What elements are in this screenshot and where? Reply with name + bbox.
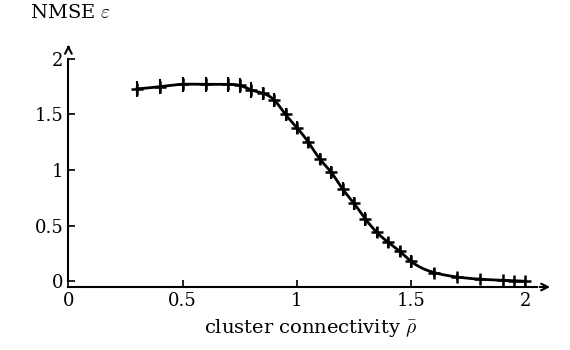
Text: NMSE $\varepsilon$: NMSE $\varepsilon$ (30, 5, 111, 22)
X-axis label: cluster connectivity $\bar{\rho}$: cluster connectivity $\bar{\rho}$ (204, 317, 417, 339)
